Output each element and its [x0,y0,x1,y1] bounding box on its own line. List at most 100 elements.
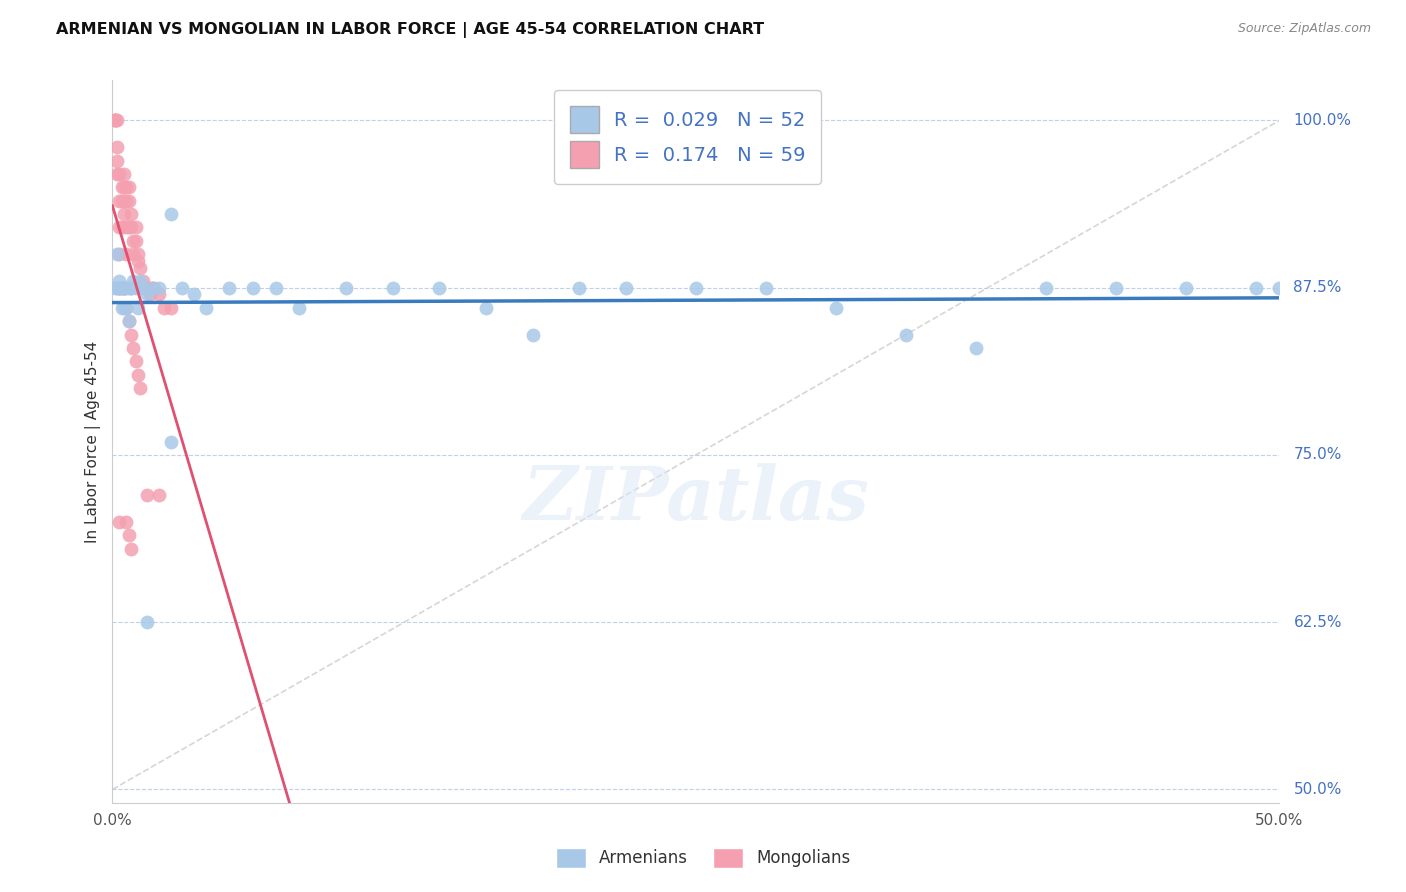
Point [120,220,142,235]
Point [894,327,917,342]
Point [160,207,183,221]
Point [139,287,162,301]
Point [129,260,152,275]
Text: ZIPatlas: ZIPatlas [523,463,869,535]
Text: 87.5%: 87.5% [1294,280,1341,295]
Point [475,301,498,315]
Point [104,113,127,128]
Point [105,281,128,295]
Point [755,281,778,295]
Point [1035,281,1057,295]
Point [143,281,166,295]
Point [118,314,141,328]
Point [129,381,152,395]
Point [115,247,138,261]
Point [568,281,591,295]
Point [108,247,131,261]
Point [125,281,148,295]
Point [1105,281,1128,295]
Point [148,488,170,502]
Point [148,287,170,301]
Point [115,281,138,295]
Point [122,274,145,288]
Point [218,281,240,295]
Point [118,180,141,194]
Point [120,281,142,295]
Point [129,274,152,288]
Point [115,301,138,315]
Point [115,220,138,235]
Point [522,327,544,342]
Point [1175,281,1198,295]
Point [134,281,156,295]
Point [108,167,131,181]
Point [614,281,637,295]
Point [288,301,311,315]
Point [120,281,142,295]
Point [111,194,134,208]
Point [136,287,159,301]
Point [264,281,287,295]
Point [105,140,128,154]
Point [381,281,404,295]
Point [115,515,138,529]
Point [105,113,128,128]
Point [160,301,183,315]
Point [108,281,131,295]
Point [118,281,141,295]
Point [160,434,183,449]
Point [118,528,141,542]
Point [112,194,135,208]
Legend: Armenians, Mongolians: Armenians, Mongolians [548,841,858,875]
Point [148,281,170,295]
Point [111,180,134,194]
Point [108,515,131,529]
Point [111,281,134,295]
Point [335,281,357,295]
Point [1244,281,1267,295]
Point [122,234,145,248]
Point [120,327,142,342]
Point [183,287,205,301]
Point [105,167,128,181]
Legend: R =  0.029   N = 52, R =  0.174   N = 59: R = 0.029 N = 52, R = 0.174 N = 59 [554,90,821,184]
Point [118,220,141,235]
Point [112,281,135,295]
Point [111,281,134,295]
Point [108,281,131,295]
Point [111,220,134,235]
Point [136,281,159,295]
Point [118,314,141,328]
Text: 75.0%: 75.0% [1294,448,1341,462]
Point [120,207,142,221]
Text: 62.5%: 62.5% [1294,615,1341,630]
Point [112,167,135,181]
Point [965,341,987,355]
Point [132,281,155,295]
Point [127,254,149,268]
Point [111,301,134,315]
Point [115,301,138,315]
Point [108,274,131,288]
Point [136,488,159,502]
Point [105,153,128,168]
Point [104,113,127,128]
Point [108,194,131,208]
Point [127,368,149,382]
Point [125,354,148,368]
Point [115,194,138,208]
Point [194,301,217,315]
Point [118,194,141,208]
Text: ARMENIAN VS MONGOLIAN IN LABOR FORCE | AGE 45-54 CORRELATION CHART: ARMENIAN VS MONGOLIAN IN LABOR FORCE | A… [56,22,765,38]
Point [132,274,155,288]
Point [127,301,149,315]
Point [136,615,159,630]
Point [112,180,135,194]
Point [1268,281,1291,295]
Y-axis label: In Labor Force | Age 45-54: In Labor Force | Age 45-54 [86,341,101,542]
Text: 100.0%: 100.0% [1294,113,1351,128]
Point [115,180,138,194]
Point [122,341,145,355]
Point [825,301,848,315]
Point [125,234,148,248]
